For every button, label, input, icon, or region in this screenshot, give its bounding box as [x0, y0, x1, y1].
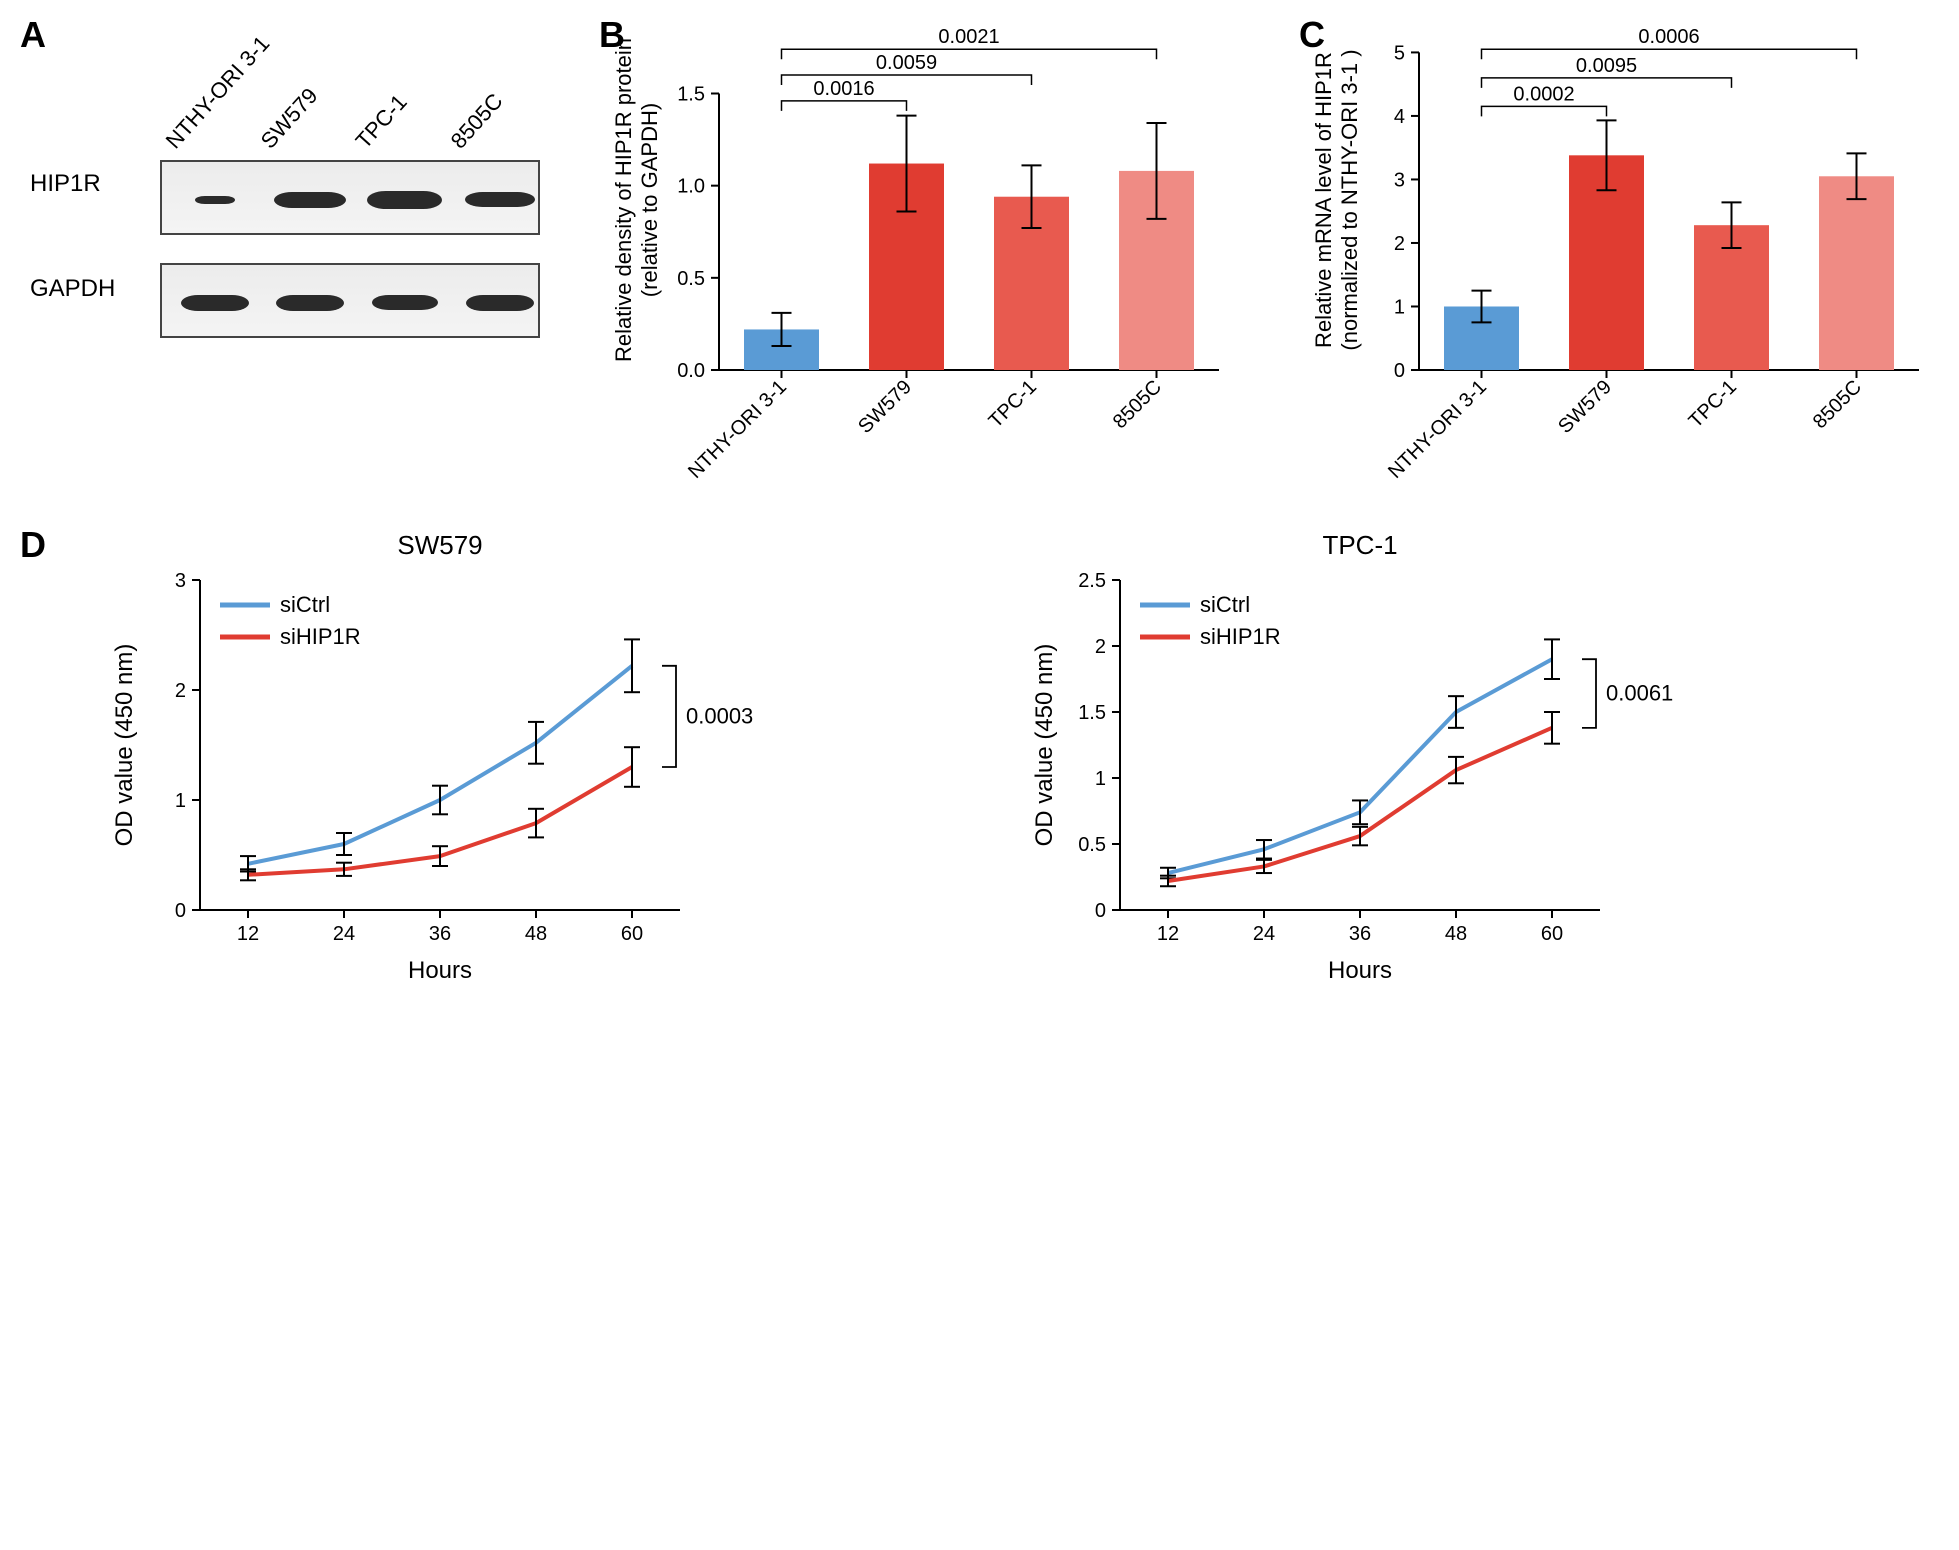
svg-text:24: 24 — [333, 923, 355, 945]
svg-text:0.0006: 0.0006 — [1638, 26, 1699, 48]
svg-text:3: 3 — [1394, 169, 1405, 191]
band — [195, 196, 235, 204]
svg-text:(normalized to NTHY-ORI 3-1 ): (normalized to NTHY-ORI 3-1 ) — [1337, 49, 1362, 350]
svg-text:3: 3 — [175, 570, 186, 592]
panel-a: A NTHY-ORI 3-1SW579TPC-18505C HIP1RGAPDH — [20, 20, 559, 400]
svg-text:SW579: SW579 — [854, 376, 916, 438]
svg-text:OD value (450 nm): OD value (450 nm) — [111, 644, 138, 847]
svg-text:NTHY-ORI 3-1: NTHY-ORI 3-1 — [684, 376, 791, 483]
svg-text:TPC-1: TPC-1 — [1685, 376, 1741, 432]
band — [465, 192, 535, 207]
panel-b-label: B — [599, 14, 625, 56]
svg-text:1: 1 — [1095, 768, 1106, 790]
blot-stack — [160, 160, 540, 338]
row-2: D SW57901231224364860OD value (450 nm)Ho… — [20, 530, 1939, 995]
svg-text:0.0: 0.0 — [677, 360, 705, 382]
svg-text:0.0016: 0.0016 — [813, 78, 874, 100]
lane-label: SW579 — [256, 83, 324, 154]
blot-row-label: GAPDH — [30, 275, 115, 303]
svg-text:Hours: Hours — [1328, 957, 1392, 984]
svg-text:1.0: 1.0 — [677, 176, 705, 198]
panel-b: B 0.00.51.01.5Relative density of HIP1R … — [599, 20, 1239, 490]
panel-c-chart: 0 1 2 3 4 5 Relative mRNA level of HIP1R(norma… — [1299, 20, 1939, 490]
row-1: A NTHY-ORI 3-1SW579TPC-18505C HIP1RGAPDH… — [20, 20, 1939, 490]
panel-d-charts: SW57901231224364860OD value (450 nm)Hour… — [100, 530, 1939, 995]
svg-text:1.5: 1.5 — [1078, 702, 1106, 724]
svg-text:siCtrl: siCtrl — [280, 592, 330, 617]
svg-text:36: 36 — [1349, 923, 1371, 945]
blot-row-label: HIP1R — [30, 170, 101, 198]
svg-text:siCtrl: siCtrl — [1200, 592, 1250, 617]
figure: A NTHY-ORI 3-1SW579TPC-18505C HIP1RGAPDH… — [20, 20, 1939, 995]
lane-labels: NTHY-ORI 3-1SW579TPC-18505C — [160, 50, 540, 160]
blot-box-hip1r — [160, 160, 540, 235]
svg-text:48: 48 — [1445, 923, 1467, 945]
svg-text:12: 12 — [1157, 923, 1179, 945]
svg-text:0.5: 0.5 — [677, 268, 705, 290]
panel-d: D SW57901231224364860OD value (450 nm)Ho… — [20, 530, 1939, 995]
svg-text:4: 4 — [1394, 106, 1405, 128]
svg-text:0: 0 — [175, 900, 186, 922]
svg-text:1: 1 — [175, 790, 186, 812]
line-chart: TPC-1 0 0.5 1 1.5 2 2.5 12 24 36 48 60 OD value (450… — [1020, 530, 1740, 995]
svg-text:Relative mRNA level of HIP1R: Relative mRNA level of HIP1R — [1311, 52, 1336, 348]
panel-c: C 012345Relative mRNA level of HIP1R(nor… — [1299, 20, 1939, 490]
svg-text:TPC-1: TPC-1 — [985, 376, 1041, 432]
svg-text:2: 2 — [1394, 233, 1405, 255]
svg-text:TPC-1: TPC-1 — [1322, 530, 1397, 560]
svg-text:5: 5 — [1394, 42, 1405, 64]
blot-box-gapdh — [160, 263, 540, 338]
panel-c-label: C — [1299, 14, 1325, 56]
svg-text:Hours: Hours — [408, 957, 472, 984]
svg-text:0.0021: 0.0021 — [938, 26, 999, 48]
svg-text:48: 48 — [525, 923, 547, 945]
svg-text:24: 24 — [1253, 923, 1275, 945]
band — [181, 295, 249, 311]
svg-text:SW579: SW579 — [397, 530, 482, 560]
svg-text:(relative to GAPDH): (relative to GAPDH) — [637, 103, 662, 297]
svg-text:12: 12 — [237, 923, 259, 945]
blot-area: NTHY-ORI 3-1SW579TPC-18505C — [160, 50, 540, 338]
svg-text:0.0059: 0.0059 — [876, 52, 937, 74]
svg-text:0.5: 0.5 — [1078, 834, 1106, 856]
panel-b-chart: 0.0 0.5 1.0 1.5 Relative density of HIP1R pr… — [599, 20, 1239, 490]
band — [274, 192, 346, 208]
svg-text:siHIP1R: siHIP1R — [280, 624, 361, 649]
svg-text:2: 2 — [1095, 636, 1106, 658]
panel-a-label: A — [20, 14, 46, 56]
lane-label: TPC-1 — [351, 89, 413, 154]
band — [276, 295, 344, 311]
svg-text:2: 2 — [175, 680, 186, 702]
line-chart: SW57901231224364860OD value (450 nm)Hour… — [100, 530, 820, 995]
svg-text:36: 36 — [429, 923, 451, 945]
svg-text:0: 0 — [1095, 900, 1106, 922]
svg-text:siHIP1R: siHIP1R — [1200, 624, 1281, 649]
lane-label: 8505C — [446, 88, 509, 154]
panel-d-label: D — [20, 524, 46, 566]
svg-text:OD value (450 nm): OD value (450 nm) — [1031, 644, 1058, 847]
svg-text:60: 60 — [621, 923, 643, 945]
svg-text:8505C: 8505C — [1109, 376, 1166, 433]
svg-text:60: 60 — [1541, 923, 1563, 945]
svg-text:0.0003: 0.0003 — [686, 703, 753, 728]
svg-text:8505C: 8505C — [1809, 376, 1866, 433]
svg-text:Relative density of HIP1R prot: Relative density of HIP1R protein — [611, 38, 636, 362]
svg-text:SW579: SW579 — [1554, 376, 1616, 438]
svg-text:0.0002: 0.0002 — [1513, 83, 1574, 105]
svg-text:0.0061: 0.0061 — [1606, 681, 1673, 706]
band — [372, 295, 438, 310]
svg-text:1.5: 1.5 — [677, 83, 705, 105]
svg-text:NTHY-ORI 3-1: NTHY-ORI 3-1 — [1384, 376, 1491, 483]
svg-text:0.0095: 0.0095 — [1576, 55, 1637, 77]
band — [466, 295, 534, 311]
svg-text:1: 1 — [1394, 296, 1405, 318]
band — [367, 191, 442, 209]
svg-text:2.5: 2.5 — [1078, 570, 1106, 592]
svg-text:0: 0 — [1394, 360, 1405, 382]
